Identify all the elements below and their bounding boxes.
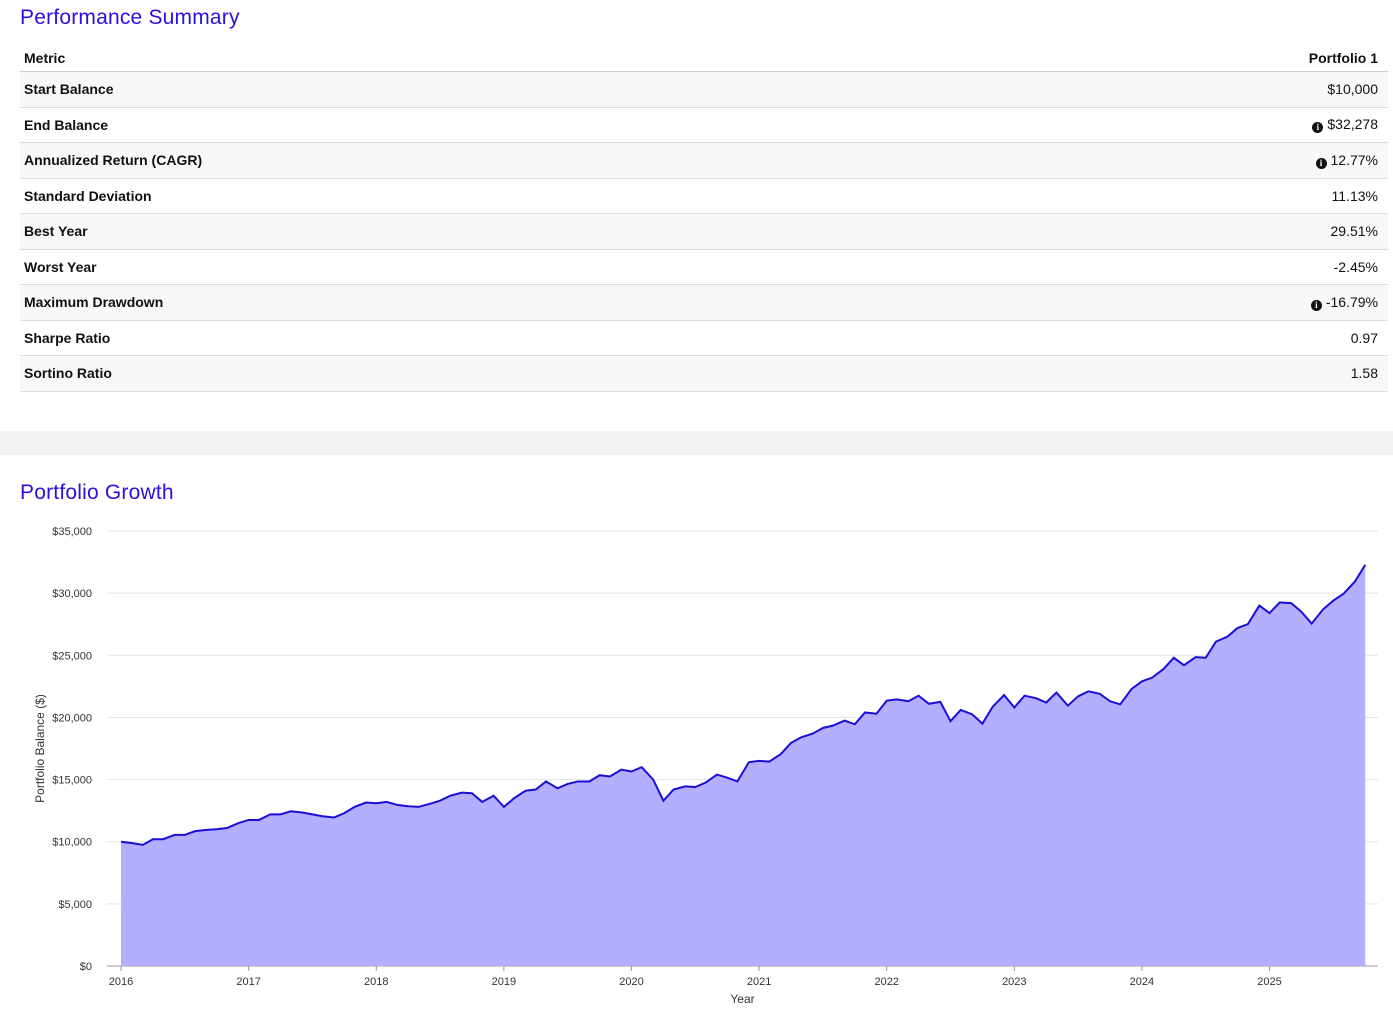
- cell-text: 0.97: [1350, 329, 1378, 346]
- value-cell: 1.58: [974, 355, 1388, 392]
- cell-text: Standard Deviation: [24, 187, 152, 204]
- table-row: Maximum Drawdown i -16.79%: [20, 284, 1388, 321]
- header-cell: Portfolio 1: [974, 44, 1388, 72]
- x-tick-label: 2019: [492, 976, 516, 988]
- line: [120, 564, 1367, 846]
- cell-text: Annualized Return (CAGR): [24, 152, 203, 169]
- section-title: Performance Summary: [20, 6, 240, 29]
- y-tick-label: $10,000: [52, 837, 92, 849]
- y-tick-label: $35,000: [52, 526, 92, 538]
- info-icon[interactable]: i: [1310, 299, 1322, 311]
- value-cell: 0.97: [974, 320, 1388, 356]
- table-row: Sharpe Ratio 0.97: [20, 320, 1388, 356]
- metric-cell: Start Balance: [20, 71, 975, 108]
- metric-cell: Best Year: [20, 213, 975, 250]
- info-icon[interactable]: i: [1315, 157, 1327, 169]
- x-tick-label: 2017: [236, 976, 260, 988]
- x-tick-label: 2024: [1130, 976, 1154, 988]
- table-row: End Balance i $32,278: [20, 107, 1388, 143]
- y-tick-label: $15,000: [52, 775, 92, 787]
- chart: $0 $5,000 $10,000 $15,000 $20,000 $25,000 $30,…: [33, 526, 1378, 1006]
- cell-text: End Balance: [24, 116, 109, 133]
- cell-text: $32,278: [1327, 116, 1378, 133]
- y-tick-label: $20,000: [52, 712, 92, 724]
- cell-text: -16.79%: [1325, 293, 1378, 310]
- table-row: Standard Deviation 11.13%: [20, 178, 1388, 214]
- cell-text: Sortino Ratio: [24, 365, 112, 382]
- header-cell: Metric: [20, 44, 975, 72]
- x-tick-label: 2023: [1002, 976, 1026, 988]
- header-row: Metric Portfolio 1: [20, 44, 1388, 72]
- y-axis-label: Portfolio Balance ($): [33, 694, 47, 803]
- metric-cell: Sortino Ratio: [20, 355, 975, 392]
- cell-text: -2.45%: [1333, 258, 1378, 275]
- table-row: Annualized Return (CAGR) i 12.77%: [20, 142, 1388, 179]
- cell-text: 29.51%: [1330, 223, 1378, 240]
- cell-text: 1.58: [1350, 365, 1378, 382]
- value-cell: i 12.77%: [974, 142, 1388, 179]
- x-tick-label: 2022: [874, 976, 898, 988]
- cell-text: $10,000: [1327, 81, 1378, 98]
- value-cell: $10,000: [974, 71, 1388, 108]
- area: [121, 564, 1366, 966]
- cell-text: 11.13%: [1331, 187, 1378, 204]
- value-cell: 29.51%: [974, 213, 1388, 250]
- value-cell: i -16.79%: [974, 284, 1388, 321]
- y-tick-label: $30,000: [52, 588, 92, 600]
- chart-title: Portfolio Growth: [20, 481, 174, 504]
- x-tick-label: 2025: [1257, 976, 1281, 988]
- cell-text: Maximum Drawdown: [24, 294, 164, 311]
- x-tick-label: 2018: [364, 976, 388, 988]
- metric-cell: Sharpe Ratio: [20, 320, 975, 356]
- info-icon[interactable]: i: [1312, 122, 1324, 134]
- x-axis-label: Year: [730, 992, 754, 1006]
- y-tick-label: $5,000: [58, 899, 92, 911]
- cell-text: Sharpe Ratio: [24, 329, 111, 346]
- metric-cell: Annualized Return (CAGR): [20, 142, 975, 179]
- metric-cell: Maximum Drawdown: [20, 284, 975, 321]
- y-tick-label: $0: [80, 961, 92, 973]
- cell-text: Worst Year: [24, 258, 97, 275]
- metric-cell: Standard Deviation: [20, 178, 975, 214]
- metric-cell: End Balance: [20, 107, 975, 143]
- x-tick-label: 2020: [619, 976, 643, 988]
- value-cell: i $32,278: [974, 107, 1388, 143]
- y-tick-label: $25,000: [52, 650, 92, 662]
- summary-table: Metric Portfolio 1 Start Balance $10,000 E…: [20, 44, 1388, 392]
- metric-cell: Worst Year: [20, 249, 975, 285]
- table-row: Worst Year -2.45%: [20, 249, 1388, 285]
- table-row: Start Balance $10,000: [20, 71, 1388, 108]
- cell-text: Start Balance: [24, 81, 114, 98]
- value-cell: 11.13%: [974, 178, 1388, 214]
- separator: [0, 431, 1393, 455]
- x-tick-label: 2021: [747, 976, 771, 988]
- table-row: Sortino Ratio 1.58: [20, 355, 1388, 392]
- cell-text: Best Year: [24, 223, 88, 240]
- cell-text: 12.77%: [1330, 151, 1378, 168]
- table-row: Best Year 29.51%: [20, 213, 1388, 250]
- x-tick-label: 2016: [109, 976, 133, 988]
- value-cell: -2.45%: [974, 249, 1388, 285]
